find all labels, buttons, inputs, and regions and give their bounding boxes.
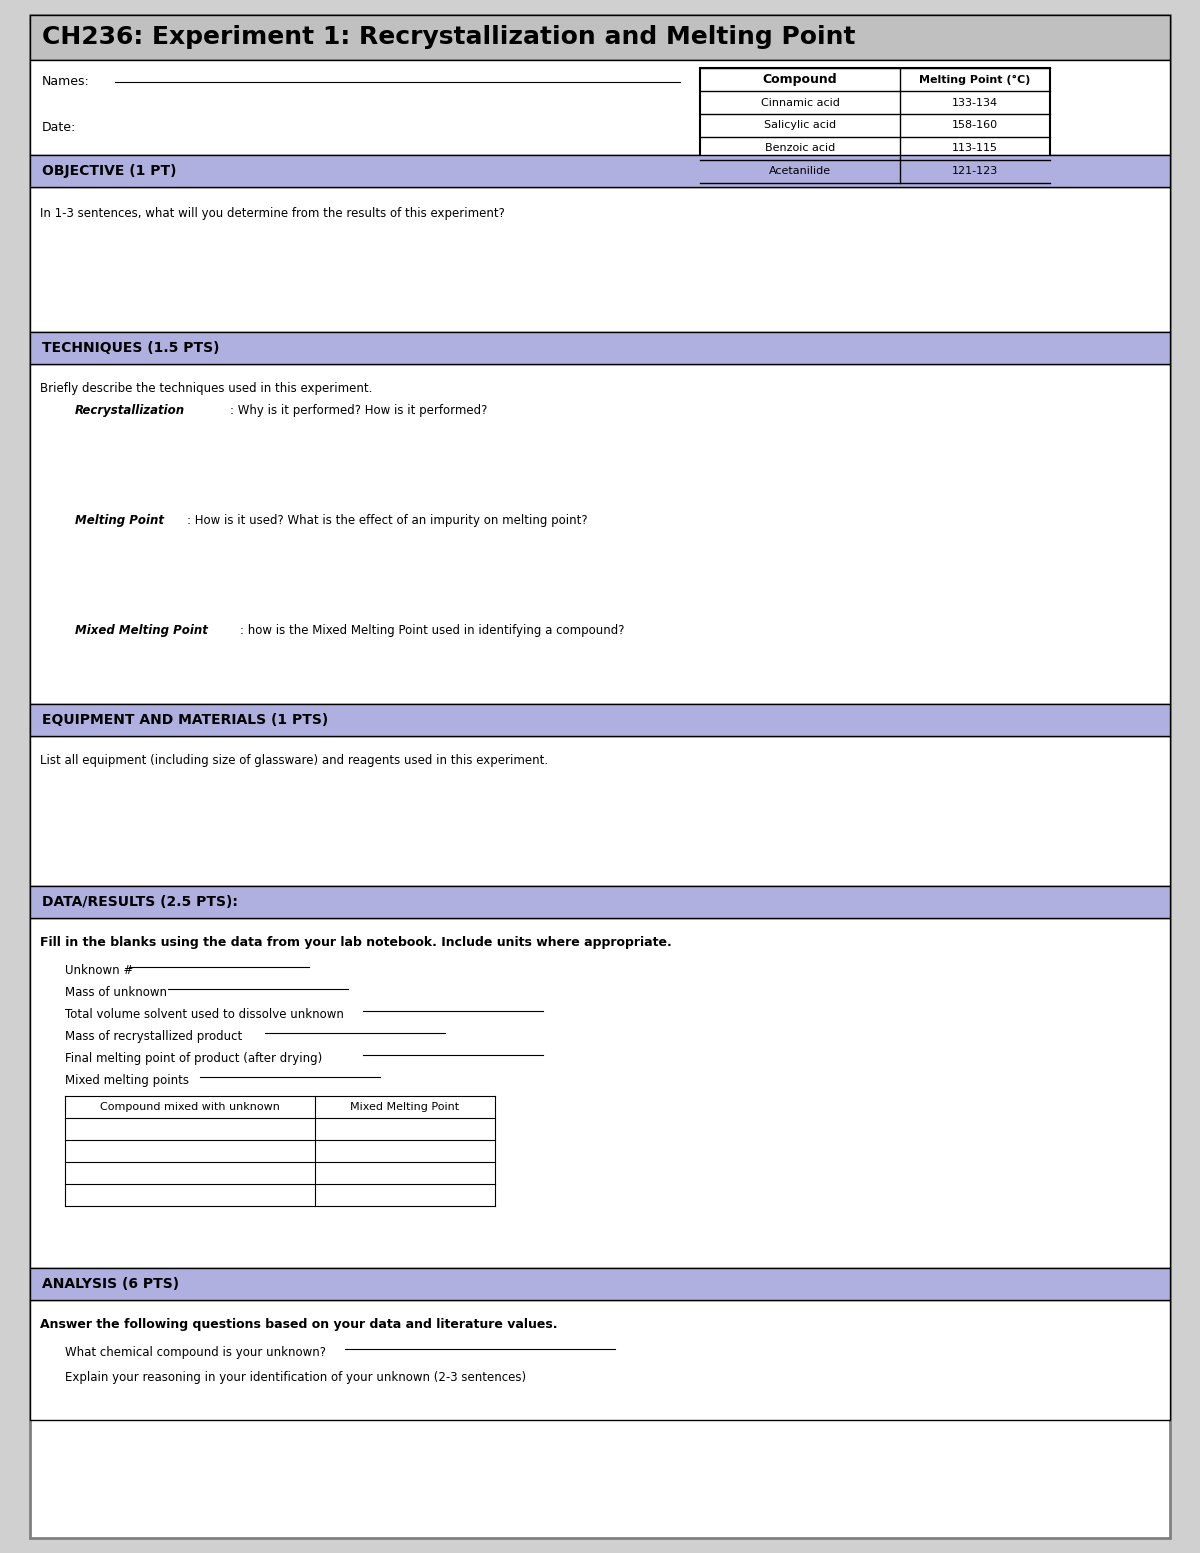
Text: What chemical compound is your unknown?: What chemical compound is your unknown? bbox=[65, 1346, 326, 1359]
Text: 113-115: 113-115 bbox=[952, 143, 998, 154]
Text: 121-123: 121-123 bbox=[952, 166, 998, 177]
Text: DATA/RESULTS (2.5 PTS):: DATA/RESULTS (2.5 PTS): bbox=[42, 895, 238, 909]
Text: TECHNIQUES (1.5 PTS): TECHNIQUES (1.5 PTS) bbox=[42, 342, 220, 356]
Text: 133-134: 133-134 bbox=[952, 98, 998, 107]
Text: Fill in the blanks using the data from your lab notebook. Include units where ap: Fill in the blanks using the data from y… bbox=[40, 936, 672, 949]
Text: Answer the following questions based on your data and literature values.: Answer the following questions based on … bbox=[40, 1318, 558, 1331]
Text: Salicylic acid: Salicylic acid bbox=[764, 121, 836, 130]
Text: 158-160: 158-160 bbox=[952, 121, 998, 130]
Text: Acetanilide: Acetanilide bbox=[769, 166, 832, 177]
Text: Benzoic acid: Benzoic acid bbox=[764, 143, 835, 154]
Text: Melting Point (°C): Melting Point (°C) bbox=[919, 75, 1031, 84]
Text: : how is the Mixed Melting Point used in identifying a compound?: : how is the Mixed Melting Point used in… bbox=[240, 624, 624, 637]
Text: Briefly describe the techniques used in this experiment.: Briefly describe the techniques used in … bbox=[40, 382, 372, 394]
Text: Names:: Names: bbox=[42, 76, 90, 89]
Text: EQUIPMENT AND MATERIALS (1 PTS): EQUIPMENT AND MATERIALS (1 PTS) bbox=[42, 713, 329, 727]
Text: Compound mixed with unknown: Compound mixed with unknown bbox=[100, 1103, 280, 1112]
FancyBboxPatch shape bbox=[30, 1300, 1170, 1419]
FancyBboxPatch shape bbox=[30, 736, 1170, 887]
FancyBboxPatch shape bbox=[30, 186, 1170, 332]
FancyBboxPatch shape bbox=[30, 1267, 1170, 1300]
Text: ANALYSIS (6 PTS): ANALYSIS (6 PTS) bbox=[42, 1277, 179, 1291]
Text: Final melting point of product (after drying): Final melting point of product (after dr… bbox=[65, 1051, 323, 1065]
FancyBboxPatch shape bbox=[30, 332, 1170, 363]
Text: In 1-3 sentences, what will you determine from the results of this experiment?: In 1-3 sentences, what will you determin… bbox=[40, 207, 505, 221]
Text: Mass of unknown: Mass of unknown bbox=[65, 986, 167, 999]
Text: Recrystallization: Recrystallization bbox=[74, 404, 185, 418]
Text: List all equipment (including size of glassware) and reagents used in this exper: List all equipment (including size of gl… bbox=[40, 755, 548, 767]
Text: Mixed Melting Point: Mixed Melting Point bbox=[350, 1103, 460, 1112]
Text: Total volume solvent used to dissolve unknown: Total volume solvent used to dissolve un… bbox=[65, 1008, 344, 1020]
Text: Cinnamic acid: Cinnamic acid bbox=[761, 98, 840, 107]
Text: Compound: Compound bbox=[763, 73, 838, 85]
Text: : Why is it performed? How is it performed?: : Why is it performed? How is it perform… bbox=[230, 404, 487, 418]
FancyBboxPatch shape bbox=[30, 918, 1170, 1267]
FancyBboxPatch shape bbox=[30, 704, 1170, 736]
Text: OBJECTIVE (1 PT): OBJECTIVE (1 PT) bbox=[42, 165, 176, 179]
FancyBboxPatch shape bbox=[30, 61, 1170, 155]
Text: Date:: Date: bbox=[42, 121, 77, 135]
Text: Melting Point: Melting Point bbox=[74, 514, 164, 526]
Text: Mass of recrystallized product: Mass of recrystallized product bbox=[65, 1030, 242, 1044]
Text: Mixed Melting Point: Mixed Melting Point bbox=[74, 624, 208, 637]
Text: Explain your reasoning in your identification of your unknown (2-3 sentences): Explain your reasoning in your identific… bbox=[65, 1371, 526, 1384]
FancyBboxPatch shape bbox=[30, 363, 1170, 704]
Text: CH236: Experiment 1: Recrystallization and Melting Point: CH236: Experiment 1: Recrystallization a… bbox=[42, 25, 856, 50]
FancyBboxPatch shape bbox=[30, 16, 1170, 1537]
FancyBboxPatch shape bbox=[30, 16, 1170, 61]
Text: Unknown #: Unknown # bbox=[65, 964, 133, 977]
FancyBboxPatch shape bbox=[30, 887, 1170, 918]
Text: : How is it used? What is the effect of an impurity on melting point?: : How is it used? What is the effect of … bbox=[187, 514, 588, 526]
FancyBboxPatch shape bbox=[30, 155, 1170, 186]
Text: Mixed melting points: Mixed melting points bbox=[65, 1075, 190, 1087]
FancyBboxPatch shape bbox=[700, 68, 1050, 183]
